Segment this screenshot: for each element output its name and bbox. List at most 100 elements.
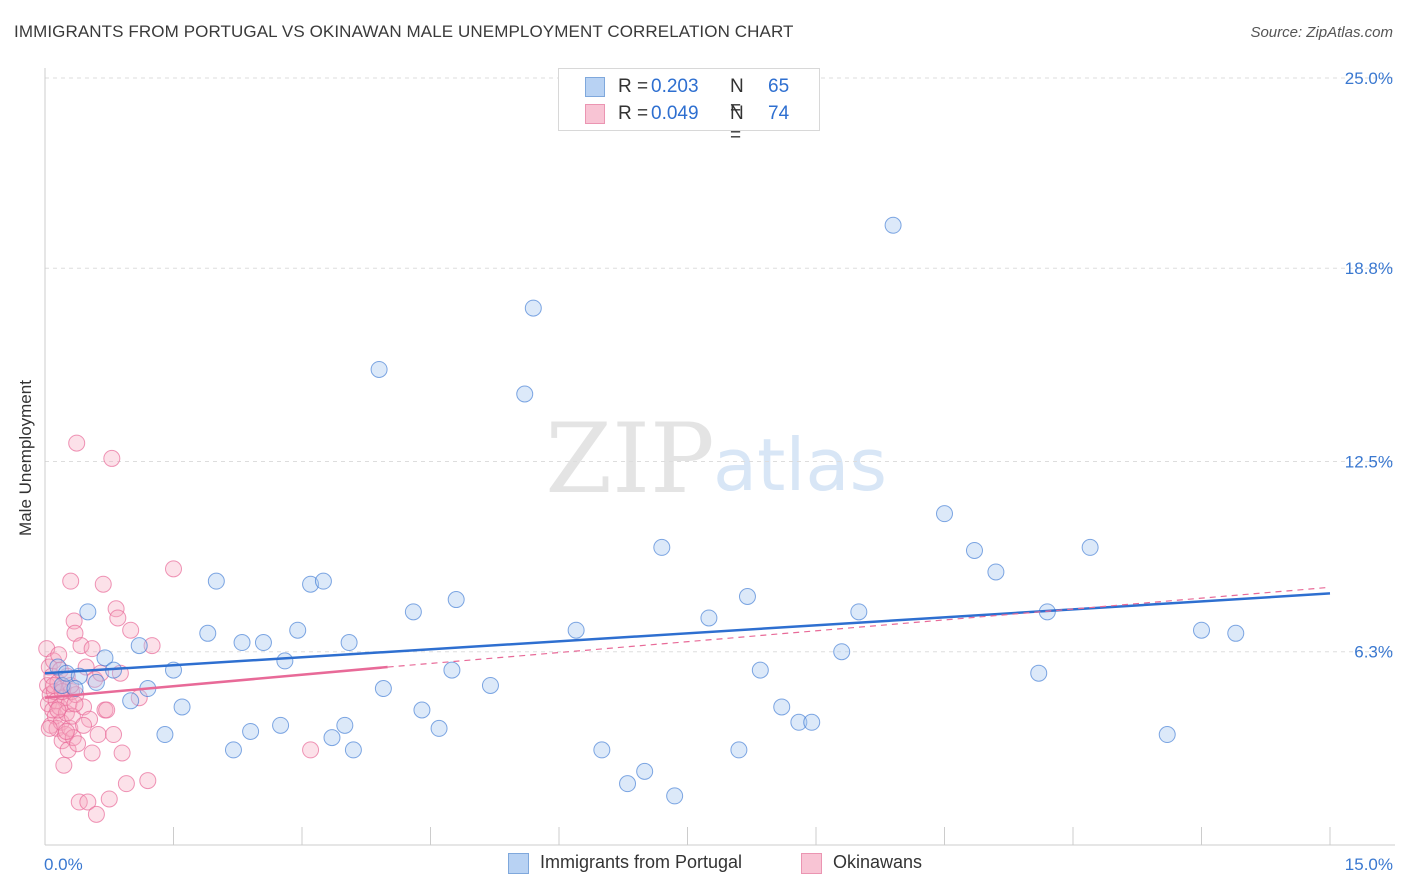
okinawans-point xyxy=(83,640,101,658)
okinawans-point xyxy=(113,744,131,762)
okinawans-point xyxy=(81,710,99,728)
portugal-point xyxy=(156,726,174,744)
portugal-point xyxy=(242,722,260,740)
okinawans-point xyxy=(103,449,121,467)
okinawans-point xyxy=(100,790,118,808)
okinawans-point xyxy=(75,716,93,734)
portugal-point xyxy=(199,624,217,642)
portugal-point xyxy=(340,634,358,652)
okinawans-point xyxy=(122,621,140,639)
portugal-point xyxy=(1030,664,1048,682)
portugal-point xyxy=(653,538,671,556)
portugal-point xyxy=(1158,726,1176,744)
okinawans-point xyxy=(87,805,105,823)
portugal-point xyxy=(524,299,542,317)
legend-n-label: N = xyxy=(730,103,744,146)
portugal-point xyxy=(730,741,748,759)
portugal-point xyxy=(413,701,431,719)
portugal-point xyxy=(666,787,684,805)
portugal-point xyxy=(79,603,97,621)
portugal-point xyxy=(173,698,191,716)
okinawans-point xyxy=(70,793,88,811)
portugal-point xyxy=(1227,624,1245,642)
legend-n-value: 65 xyxy=(768,76,790,97)
okinawans-point xyxy=(64,729,82,747)
portugal-point xyxy=(323,729,341,747)
okinawans-point xyxy=(143,637,161,655)
portugal-point xyxy=(87,673,105,691)
okinawans-point xyxy=(94,575,112,593)
portugal-trend-line xyxy=(44,592,1331,675)
portugal-point xyxy=(790,713,808,731)
portugal-point xyxy=(276,652,294,670)
okinawans-point xyxy=(109,609,127,627)
okinawans-point xyxy=(62,572,80,590)
legend-swatch-pink xyxy=(801,853,822,874)
portugal-point xyxy=(636,762,654,780)
portugal-point xyxy=(233,634,251,652)
y-tick-label: 6.3% xyxy=(1354,643,1393,662)
portugal-point xyxy=(254,634,272,652)
okinawans-point xyxy=(68,434,86,452)
portugal-point xyxy=(593,741,611,759)
okinawans-point xyxy=(72,637,90,655)
legend-r-value: 0.049 xyxy=(651,103,699,124)
legend-label-okinawans: Okinawans xyxy=(833,852,923,872)
portugal-point xyxy=(1193,621,1210,639)
portugal-point xyxy=(443,661,461,679)
source-credit: Source: ZipAtlas.com xyxy=(1250,24,1393,41)
okinawans-point xyxy=(49,701,67,719)
portugal-point xyxy=(302,575,320,593)
watermark-atlas: atlas xyxy=(713,423,887,507)
y-tick-label: 25.0% xyxy=(1345,69,1393,88)
okinawans-point xyxy=(66,695,84,713)
portugal-point xyxy=(336,716,354,734)
portugal-point xyxy=(224,741,242,759)
portugal-point xyxy=(207,572,225,590)
okinawans-point xyxy=(139,772,157,790)
okinawans-point xyxy=(69,735,87,753)
portugal-point xyxy=(314,572,332,590)
legend-label-portugal: Immigrants from Portugal xyxy=(540,852,743,872)
legend-swatch-pink xyxy=(585,104,605,124)
portugal-point xyxy=(803,713,821,731)
portugal-point xyxy=(370,360,388,378)
portugal-point xyxy=(481,676,499,694)
portugal-point xyxy=(272,716,290,734)
portugal-point xyxy=(773,698,791,716)
portugal-point xyxy=(987,563,1005,581)
legend-r-label: R = xyxy=(618,103,649,124)
y-tick-label: 18.8% xyxy=(1345,259,1393,278)
x-tick-label-max: 15.0% xyxy=(1345,855,1393,874)
correlation-legend: R = 0.203 N = 65 R = 0.049 N = 74 xyxy=(558,68,820,146)
portugal-point xyxy=(738,587,756,605)
okinawans-point xyxy=(302,741,320,759)
legend-r-label: R = xyxy=(618,76,649,97)
portugal-point xyxy=(1081,538,1099,556)
okinawans-point xyxy=(57,722,75,740)
okinawans-trend-line xyxy=(44,665,388,699)
portugal-point xyxy=(965,541,983,559)
portugal-point xyxy=(936,505,953,523)
legend-r-value: 0.203 xyxy=(651,76,699,97)
legend-swatch-blue xyxy=(585,77,605,97)
portugal-point xyxy=(700,609,718,627)
portugal-point xyxy=(374,680,392,698)
portugal-point xyxy=(850,603,868,621)
okinawans-point xyxy=(45,676,63,694)
portugal-point xyxy=(567,621,585,639)
portugal-point xyxy=(344,741,362,759)
chart-title: IMMIGRANTS FROM PORTUGAL VS OKINAWAN MAL… xyxy=(14,22,794,41)
portugal-point xyxy=(430,719,448,737)
portugal-point xyxy=(130,637,148,655)
portugal-point xyxy=(884,216,902,234)
y-tick-label: 12.5% xyxy=(1345,453,1393,472)
portugal-point xyxy=(122,692,140,710)
okinawans-point xyxy=(98,701,116,719)
portugal-point xyxy=(619,775,637,793)
portugal-point xyxy=(66,680,84,698)
okinawans-trend-extension xyxy=(387,586,1331,668)
okinawans-point xyxy=(165,560,182,578)
legend-n-label: N = xyxy=(730,76,744,119)
